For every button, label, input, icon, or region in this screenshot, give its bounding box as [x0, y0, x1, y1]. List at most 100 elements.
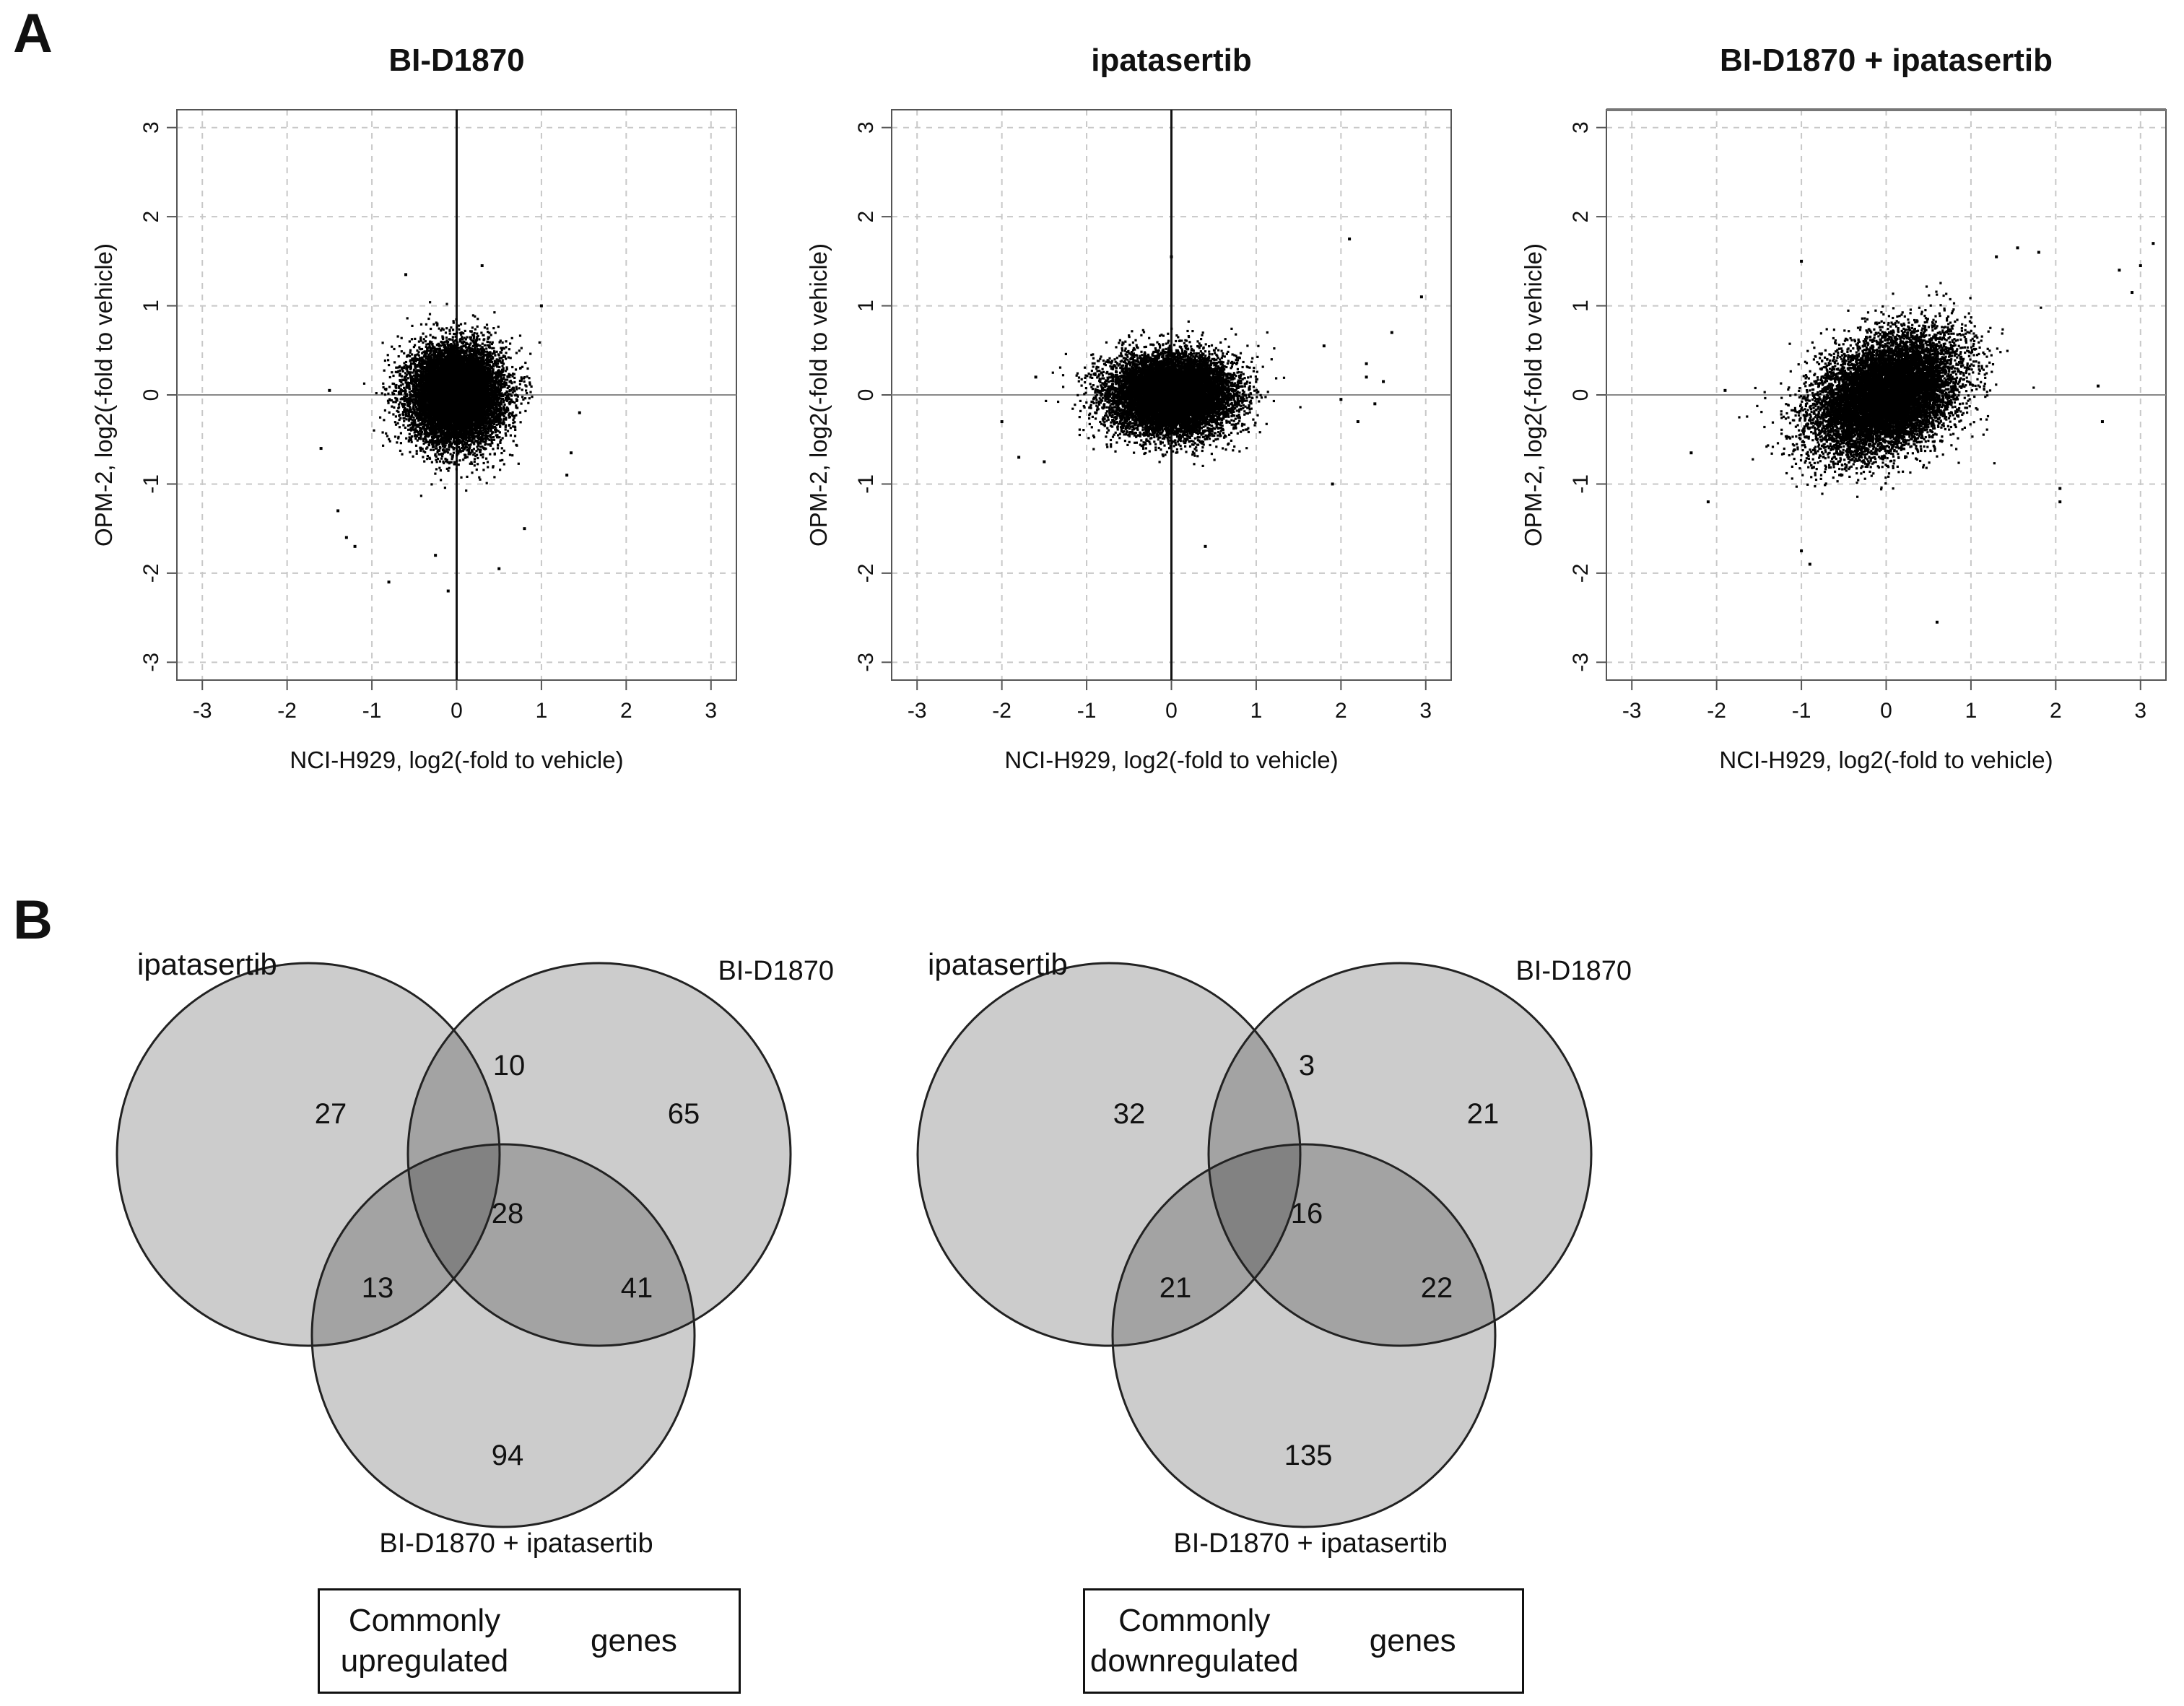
data-point [398, 418, 401, 422]
data-point [428, 341, 432, 344]
data-point [508, 385, 510, 388]
data-point [397, 385, 401, 388]
data-point [425, 435, 427, 438]
data-point [453, 332, 456, 336]
data-point [410, 338, 414, 341]
data-point [415, 399, 418, 401]
data-point [414, 429, 417, 432]
data-point [437, 458, 440, 461]
data-point [399, 449, 402, 452]
data-point [503, 403, 506, 406]
data-point [408, 432, 411, 435]
data-point [414, 367, 417, 370]
data-point [409, 351, 412, 354]
data-point [419, 495, 422, 497]
data-point [478, 350, 481, 353]
data-point [505, 368, 508, 371]
panel-b-label: B [13, 889, 53, 951]
data-point [494, 354, 497, 357]
data-point [426, 455, 429, 458]
data-point [432, 345, 435, 348]
data-point [501, 341, 504, 344]
data-point [513, 414, 516, 417]
data-point [445, 450, 448, 453]
data-point [413, 363, 417, 366]
data-point [399, 369, 401, 372]
data-point [439, 438, 442, 440]
data-point [461, 336, 464, 339]
data-point [402, 424, 405, 427]
data-point [398, 414, 401, 417]
data-point [415, 417, 418, 419]
data-point [511, 411, 514, 414]
data-point [492, 422, 496, 426]
data-point [487, 430, 490, 432]
data-point [501, 359, 504, 362]
data-point [392, 374, 395, 378]
data-point [538, 341, 541, 344]
data-point [469, 336, 473, 339]
data-point [522, 398, 525, 401]
data-point [503, 463, 505, 466]
data-point [502, 354, 505, 357]
data-point [388, 386, 391, 388]
data-point [450, 461, 453, 464]
data-point [454, 443, 457, 445]
data-point [525, 389, 528, 392]
data-point [434, 336, 437, 339]
data-point [404, 414, 407, 417]
data-point [443, 349, 446, 352]
data-point [409, 451, 412, 453]
data-point [426, 427, 429, 430]
data-point [477, 463, 479, 466]
data-point [484, 420, 487, 423]
data-point [414, 381, 417, 384]
data-point [410, 435, 413, 438]
data-point [417, 351, 420, 354]
data-point [399, 417, 402, 419]
data-point [490, 334, 492, 336]
data-point [453, 446, 456, 450]
data-point [432, 355, 436, 358]
data-point [382, 386, 385, 389]
data-point [411, 414, 414, 417]
data-point [400, 391, 403, 394]
data-point [412, 389, 415, 392]
data-point [493, 311, 496, 314]
data-point [462, 332, 465, 335]
data-point [438, 363, 442, 366]
data-point [399, 432, 402, 435]
data-point [496, 434, 499, 437]
data-point [409, 396, 412, 399]
data-point [408, 391, 411, 393]
data-point [492, 362, 495, 365]
data-point [504, 370, 507, 373]
data-point [401, 370, 404, 373]
data-point [421, 448, 424, 451]
data-point [401, 453, 404, 456]
data-point [440, 457, 443, 460]
data-point [393, 406, 396, 409]
data-point [427, 358, 430, 362]
data-point [505, 357, 508, 360]
data-point [437, 360, 440, 363]
data-point [429, 334, 432, 336]
data-point [491, 442, 494, 445]
data-point [425, 417, 428, 419]
data-point [489, 453, 492, 456]
data-point [464, 456, 467, 459]
data-point [497, 359, 500, 362]
data-point [469, 336, 471, 339]
data-point [510, 382, 513, 385]
data-point [505, 346, 508, 349]
data-point [398, 345, 401, 348]
data-point [521, 365, 524, 368]
data-point [419, 336, 422, 339]
data-point [454, 335, 457, 338]
data-point [462, 440, 465, 443]
data-points [319, 264, 581, 593]
data-point [403, 397, 406, 400]
data-point [441, 344, 444, 347]
data-point [452, 448, 455, 451]
data-point [463, 354, 466, 357]
